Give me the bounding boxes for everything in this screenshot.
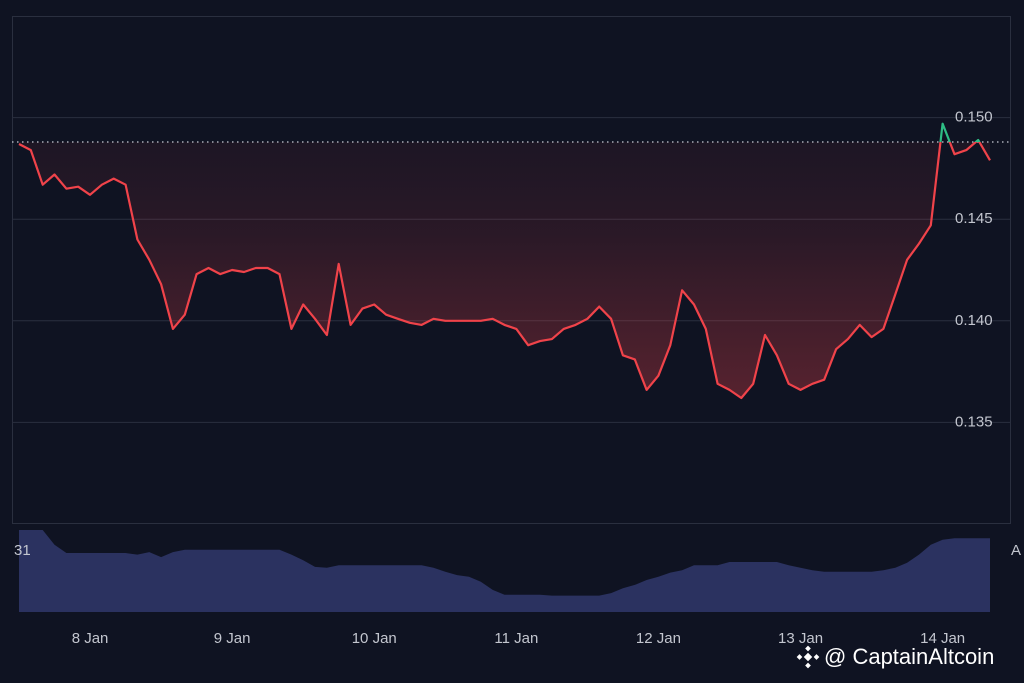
volume-right-label: A	[1011, 542, 1021, 559]
x-tick-label: 9 Jan	[214, 630, 251, 647]
watermark: @ CaptainAltcoin	[824, 644, 994, 669]
volume-area	[19, 530, 990, 612]
watermark-icon	[796, 645, 820, 669]
price-pane	[12, 122, 1010, 400]
y-tick-label: 0.135	[955, 413, 993, 430]
volume-pane	[19, 530, 990, 612]
area-fill	[19, 141, 990, 398]
y-tick-label: 0.150	[955, 109, 993, 126]
x-tick-label: 8 Jan	[72, 630, 109, 647]
x-tick-label: 14 Jan	[920, 630, 965, 647]
x-tick-label: 10 Jan	[352, 630, 397, 647]
volume-label: 31	[14, 542, 31, 559]
y-tick-label: 0.140	[955, 312, 993, 329]
y-tick-label: 0.145	[955, 210, 993, 227]
price-line	[18, 141, 991, 400]
x-tick-label: 11 Jan	[494, 630, 538, 647]
x-tick-label: 12 Jan	[636, 630, 681, 647]
x-tick-label: 13 Jan	[778, 630, 823, 647]
